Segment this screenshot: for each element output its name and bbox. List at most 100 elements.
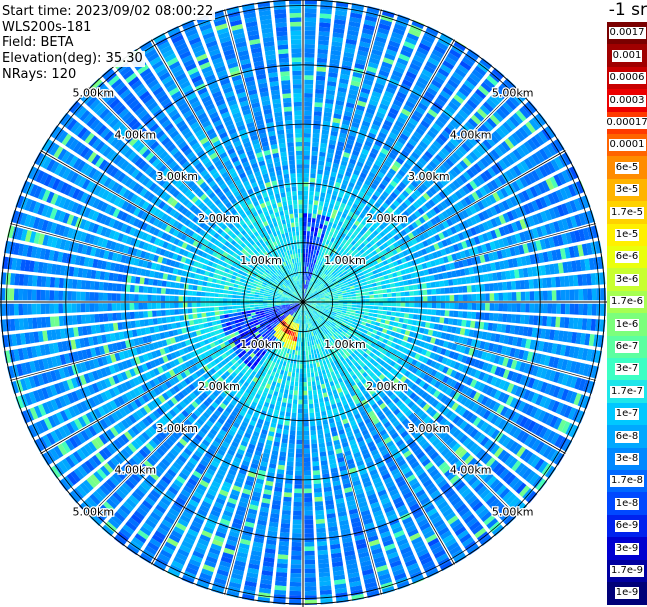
ppi-gate	[363, 164, 371, 171]
ppi-gate	[312, 282, 315, 287]
ppi-gate	[304, 133, 311, 138]
ppi-gate	[279, 410, 285, 417]
ppi-gate	[367, 132, 377, 139]
ppi-gate	[390, 311, 396, 316]
ppi-gate	[533, 315, 539, 326]
ppi-gate	[303, 204, 308, 209]
ppi-gate	[410, 213, 418, 221]
ppi-gate	[304, 70, 314, 76]
ppi-gate	[319, 266, 323, 272]
ppi-gate	[325, 285, 330, 289]
ppi-gate	[353, 169, 361, 176]
ppi-gate	[310, 430, 317, 436]
ppi-gate	[309, 359, 313, 364]
ppi-gate	[378, 69, 390, 78]
ppi-gate	[525, 101, 537, 114]
ppi-gate	[332, 36, 344, 43]
ppi-gate	[462, 220, 470, 229]
ppi-gate	[372, 260, 379, 266]
ppi-gate	[316, 288, 321, 292]
ppi-gate	[427, 302, 432, 308]
ppi-gate	[382, 242, 389, 249]
ppi-gate	[303, 395, 308, 400]
ppi-gate	[497, 143, 508, 155]
ppi-gate	[586, 273, 592, 286]
ppi-gate	[293, 390, 298, 396]
ppi-gate	[304, 8, 317, 14]
ppi-gate	[336, 262, 341, 268]
ppi-gate	[362, 144, 371, 152]
ppi-gate	[282, 397, 288, 403]
ppi-gate	[486, 75, 499, 86]
ppi-gate	[351, 260, 357, 266]
ppi-gate	[314, 284, 318, 289]
ppi-gate	[336, 269, 341, 274]
ppi-gate	[391, 302, 397, 307]
ppi-gate	[326, 278, 331, 283]
ppi-gate	[310, 345, 313, 351]
ppi-gate	[323, 202, 329, 208]
ppi-gate	[362, 183, 369, 190]
ppi-gate	[325, 230, 330, 236]
ppi-gate	[413, 19, 425, 25]
ppi-gate	[303, 221, 307, 227]
ppi-gate	[314, 97, 324, 103]
ppi-gate	[313, 231, 318, 237]
ppi-gate	[304, 35, 316, 40]
ppi-gate	[370, 320, 376, 325]
ppi-gate	[325, 98, 334, 105]
ppi-gate	[319, 361, 324, 367]
ppi-gate	[420, 276, 426, 283]
ppi-gate	[357, 133, 366, 140]
ppi-gate	[424, 90, 435, 100]
ppi-gate	[470, 320, 476, 329]
ppi-gate	[294, 381, 299, 387]
ppi-gate	[309, 182, 315, 187]
ppi-gate	[324, 107, 333, 113]
ppi-gate	[327, 250, 332, 256]
ppi-gate	[297, 355, 300, 360]
ppi-gate	[476, 175, 485, 185]
ppi-gate	[299, 368, 303, 374]
ppi-gate	[306, 337, 309, 342]
ppi-gate	[338, 282, 344, 286]
ppi-gate	[364, 312, 369, 316]
ppi-gate	[560, 289, 566, 301]
ppi-gate	[427, 26, 439, 32]
ppi-gate	[338, 298, 343, 300]
ppi-gate	[387, 82, 398, 91]
ppi-gate	[317, 541, 328, 547]
ppi-gate	[346, 309, 352, 312]
ppi-gate	[309, 292, 313, 296]
ppi-gate	[390, 148, 399, 156]
ppi-gate	[290, 345, 294, 350]
ppi-gate	[359, 263, 365, 269]
ppi-gate	[304, 488, 312, 494]
ppi-gate	[308, 390, 313, 396]
ppi-gate	[330, 227, 336, 233]
ppi-gate	[354, 287, 360, 291]
ppi-gate	[480, 157, 490, 168]
ppi-gate	[405, 142, 415, 151]
ppi-gate	[303, 217, 307, 222]
ppi-gate	[307, 257, 310, 263]
ppi-gate	[304, 21, 316, 27]
ppi-gate	[292, 528, 302, 534]
ppi-gate	[402, 210, 410, 218]
ppi-gate	[496, 108, 507, 120]
ppi-gate	[350, 217, 356, 224]
ppi-gate	[304, 266, 307, 271]
ppi-gate	[334, 154, 342, 160]
ppi-gate	[334, 250, 340, 255]
ppi-gate	[492, 130, 503, 142]
ppi-gate	[326, 189, 333, 195]
ppi-gate	[316, 275, 320, 280]
ppi-gate	[356, 180, 363, 187]
ppi-gate	[311, 258, 315, 264]
ppi-gate	[454, 148, 465, 159]
ppi-gate	[445, 158, 455, 168]
ppi-gate	[455, 177, 465, 186]
ppi-gate	[502, 313, 508, 323]
ppi-gate	[421, 68, 433, 78]
